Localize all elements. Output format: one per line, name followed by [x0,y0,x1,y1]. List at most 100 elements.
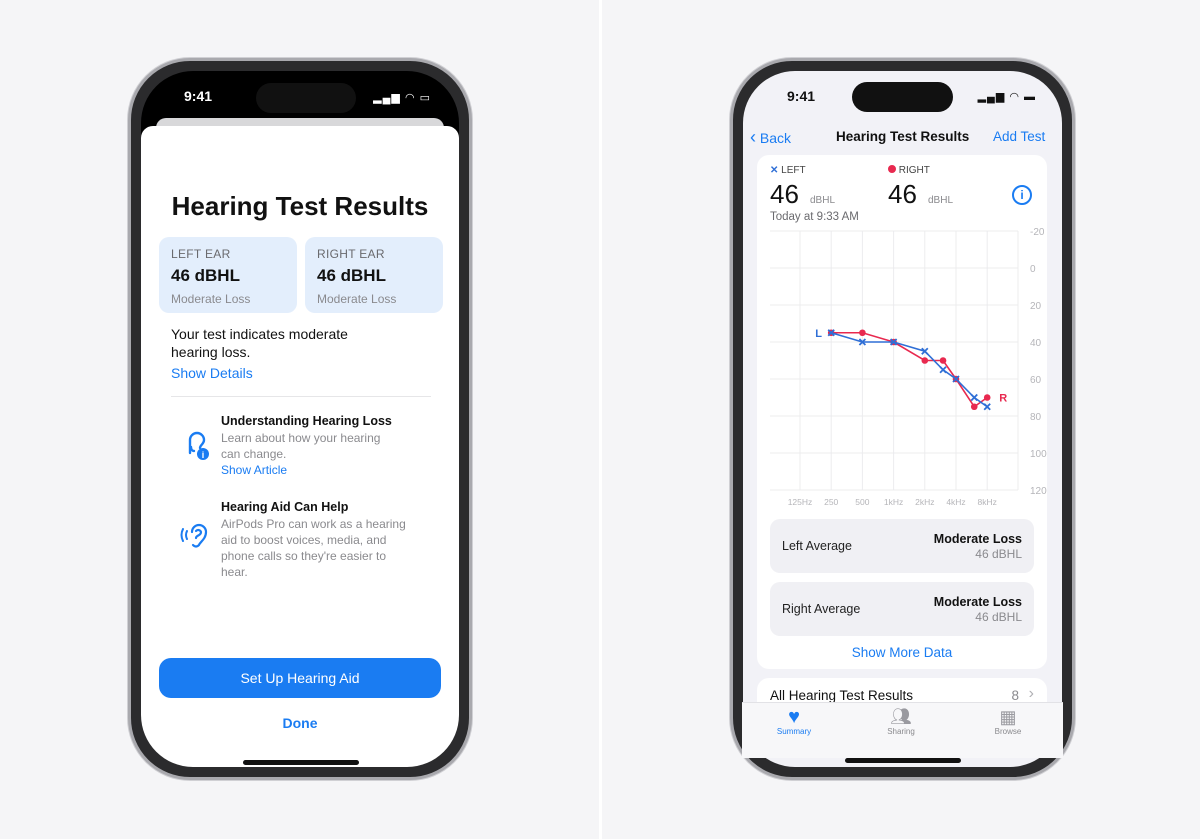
left-point [939,366,947,374]
x-tick-label: 8kHz [978,497,997,507]
tab-label: Browse [994,727,1022,736]
left-point [921,347,929,355]
nav-title: Hearing Test Results [836,129,970,144]
y-tick-label: 40 [1030,338,1042,349]
x-marker-icon: ✕ [770,165,779,176]
left-unit: dBHL [810,195,836,206]
tab-label: Summary [776,727,812,736]
tab-summary[interactable]: ♥ Summary [759,707,829,736]
panel-divider [599,0,602,839]
dynamic-island [256,83,356,113]
audiogram-chart: -20 0 20 40 60 80 100 120 125Hz 250 500 1kHz 2kHz 4kH… [770,227,1047,507]
left-ear-value: 46 dBHL [171,266,240,285]
left-average-value: 46 dBHL [975,547,1022,561]
x-tick-label: 1kHz [884,497,903,507]
y-tick-label: 80 [1030,412,1042,423]
right-value: 46 [888,179,917,209]
item-title: Hearing Aid Can Help [221,500,349,514]
left-average-status: Moderate Loss [933,532,1022,546]
left-average-label: Left Average [782,539,852,553]
series-label-L: L [815,328,822,340]
chevron-left-icon: ‹ [750,127,756,147]
dot-marker-icon [888,165,896,173]
chevron-right-icon: › [1028,685,1034,702]
set-up-hearing-aid-button[interactable]: Set Up Hearing Aid [159,658,441,698]
tab-browse[interactable]: ▦ Browse [973,707,1043,736]
right-average-status: Moderate Loss [933,595,1022,609]
legend-right-label: RIGHT [898,165,930,176]
legend-left: ✕ LEFT [770,165,806,176]
heart-icon: ♥ [788,706,800,728]
left-point [858,338,867,346]
y-tick-label: 0 [1030,264,1036,275]
tab-sharing[interactable]: 👥︎ Sharing [866,707,936,736]
left-screen: 9:41 ▂▄▆ ◠ ▭ Hearing Test Results LEFT E… [141,71,459,767]
right-ear-card: RIGHT EAR 46 dBHL Moderate Loss [305,237,443,313]
all-results-label: All Hearing Test Results [770,688,914,703]
right-point [859,329,866,337]
x-tick-label: 500 [855,497,869,507]
x-tick-label: 250 [824,497,838,507]
right-point [970,403,978,411]
left-average-row[interactable]: Left Average Moderate Loss 46 dBHL [770,519,1034,573]
right-point [939,357,947,364]
y-tick-label: 60 [1030,375,1042,386]
x-tick-label: 125Hz [788,497,813,507]
info-icon[interactable]: i [1012,185,1032,205]
legend-right: RIGHT [888,165,930,176]
y-tick-label: -20 [1030,227,1045,238]
item-body: Learn about how your hearing can change. [221,431,381,461]
right-ear-value: 46 dBHL [317,266,386,285]
left-ear-status: Moderate Loss [171,292,251,306]
timestamp: Today at 9:33 AM [770,211,859,223]
show-details-link[interactable]: Show Details [171,365,253,381]
home-indicator [243,760,359,765]
separator [171,396,431,397]
status-time: 9:41 [787,88,816,104]
back-label: Back [759,130,792,146]
right-unit: dBHL [928,195,954,206]
ear-info-icon: i [188,431,209,460]
svg-text:i: i [202,450,205,460]
tab-label: Sharing [887,727,915,736]
series-line-R [831,331,988,408]
left-point [827,329,835,337]
show-article-link[interactable]: Show Article [221,463,288,477]
status-icons: ▂▄▆ ◠ ▭ [373,92,431,104]
results-sheet: Hearing Test Results LEFT EAR 46 dBHL Mo… [141,126,459,767]
sheet-title: Hearing Test Results [171,191,429,221]
left-ear-card: LEFT EAR 46 dBHL Moderate Loss [159,237,297,313]
left-value: 46 [770,179,799,209]
left-point [983,403,991,411]
status-icons: ▂▄▆ ◠ ▬ [977,91,1036,103]
done-button[interactable]: Done [282,715,318,731]
right-ear-label: RIGHT EAR [317,247,385,261]
right-point [983,394,991,401]
people-icon: 👥︎ [890,707,912,726]
dynamic-island [852,82,953,112]
grid-icon: ▦ [999,707,1017,727]
left-point [889,338,898,346]
y-tick-label: 100 [1030,449,1047,460]
series-label-R: R [999,393,1007,405]
left-point [970,393,978,402]
y-tick-label: 20 [1030,301,1042,312]
right-point [921,357,929,364]
right-average-label: Right Average [782,602,861,616]
right-average-row[interactable]: Right Average Moderate Loss 46 dBHL [770,582,1034,636]
x-tick-label: 4kHz [946,497,965,507]
status-time: 9:41 [184,88,213,104]
add-test-button[interactable]: Add Test [993,129,1046,144]
legend-left-label: LEFT [781,165,806,176]
home-indicator [845,758,961,763]
item-title: Understanding Hearing Loss [221,414,392,428]
show-more-data-link[interactable]: Show More Data [851,645,953,660]
left-point [952,375,960,383]
back-button[interactable]: ‹ Back [750,127,791,148]
left-ear-label: LEFT EAR [171,247,231,261]
summary-text: Your test indicates moderate hearing los… [171,326,348,360]
right-average-value: 46 dBHL [975,610,1022,624]
ear-sound-icon [180,523,208,548]
y-tick-label: 120 [1030,486,1047,497]
left-phone: 9:41 ▂▄▆ ◠ ▭ Hearing Test Results LEFT E… [128,58,472,780]
